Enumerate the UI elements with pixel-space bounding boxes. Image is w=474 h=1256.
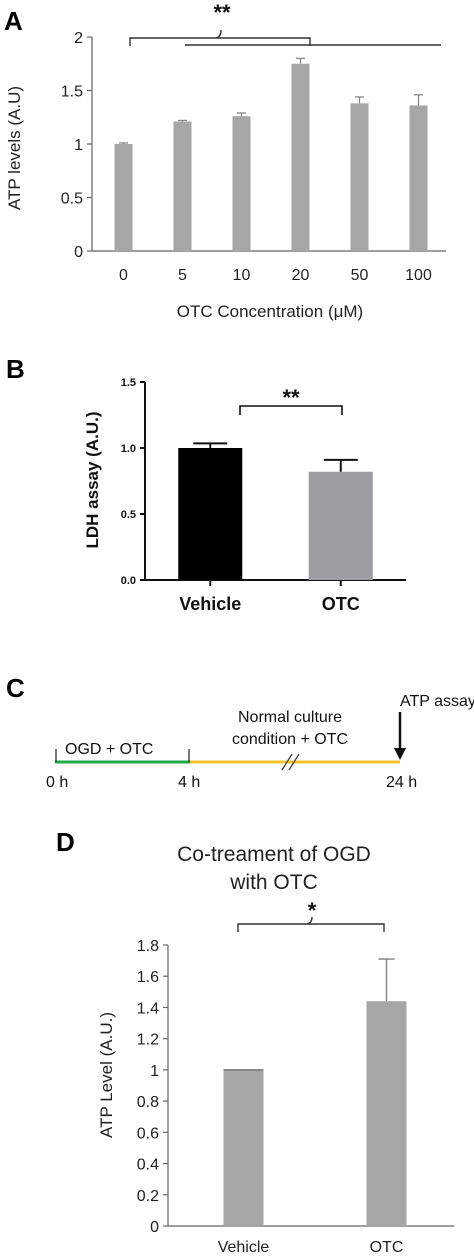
panel-a-letter: A: [4, 6, 23, 36]
panel-a-bracket-tip: [215, 29, 222, 39]
a-bar: [232, 116, 251, 252]
time-4h: 4 h: [178, 774, 200, 791]
d-x-tick-label: Vehicle: [218, 1239, 270, 1256]
b-bar: [178, 448, 243, 580]
time-0h: 0 h: [46, 774, 68, 791]
d-y-tick-label: 1.4: [137, 1000, 159, 1017]
d-y-tick-label: 1.8: [137, 938, 159, 955]
panel-d-bracket: [237, 923, 385, 932]
panel-b-letter: B: [6, 354, 25, 384]
time-break-icon: [281, 753, 300, 771]
d-bar: [366, 1001, 407, 1226]
panel-b-x-ticks: Vehicle OTC: [179, 580, 360, 614]
d-y-tick-label: 0.2: [137, 1188, 159, 1205]
a-bar: [350, 103, 369, 251]
d-y-tick-label: 0.8: [137, 1094, 159, 1111]
panel-a-significance: **: [213, 0, 231, 25]
b-x-tick-label: OTC: [322, 594, 360, 614]
a-x-tick-label: 20: [292, 267, 310, 284]
panel-d-error-bars: [223, 958, 395, 1071]
b-bar: [308, 471, 373, 580]
panel-a-x-ticks: 0 5 10 20 50 100: [119, 267, 432, 284]
panel-a-error-bars: [119, 57, 423, 144]
b-y-tick-label: 1.5: [121, 377, 136, 389]
panel-a-y-axis: 0 0.5 1 1.5 2: [61, 30, 446, 261]
a-y-tick-label: 1.5: [61, 84, 83, 101]
b-x-tick-label: Vehicle: [179, 594, 241, 614]
d-y-tick-label: 1.6: [137, 969, 159, 986]
a-bar: [291, 63, 310, 251]
d-y-tick-label: 1: [150, 1063, 159, 1080]
a-x-tick-label: 100: [405, 267, 432, 284]
panel-d-letter: D: [56, 827, 75, 857]
time-24h: 24 h: [386, 774, 417, 791]
panel-b-bracket: [239, 405, 343, 415]
a-x-tick-label: 5: [178, 267, 187, 284]
a-y-tick-label: 0: [74, 244, 83, 261]
panel-a-xlabel: OTC Concentration (μM): [177, 302, 363, 321]
panel-b-error-bars: [193, 442, 358, 472]
panel-d: D Co-treament of OGD with OTC ATP Level …: [56, 827, 454, 1256]
panel-b-bars: [178, 448, 373, 580]
d-y-tick-label: 1.2: [137, 1032, 159, 1049]
b-y-tick-label: 0.5: [121, 509, 136, 521]
d-y-tick-label: 0.6: [137, 1125, 159, 1142]
down-arrow-icon: [394, 748, 406, 760]
panel-d-ylabel: ATP Level (A.U.): [97, 1012, 116, 1138]
panel-d-x-ticks: Vehicle OTC: [218, 1239, 404, 1256]
panel-d-bracket-tip: [306, 916, 313, 925]
b-y-tick-label: 0.0: [121, 575, 136, 587]
panel-d-title-line1: Co-treament of OGD: [177, 843, 371, 866]
a-x-tick-label: 10: [233, 267, 251, 284]
d-y-tick-label: 0: [150, 1219, 159, 1236]
panel-d-y-axis: 0 0.2 0.4 0.6 0.8 1 1.2 1.4 1.6 1.8: [137, 938, 454, 1236]
a-x-tick-label: 0: [119, 267, 128, 284]
a-bar: [409, 105, 428, 251]
panel-d-title-line2: with OTC: [229, 871, 318, 894]
segment2-label-line1: Normal culture: [238, 709, 342, 726]
a-y-tick-label: 0.5: [61, 191, 83, 208]
d-bar: [223, 1069, 264, 1226]
panel-a-bracket: [129, 37, 311, 46]
d-x-tick-label: OTC: [370, 1239, 404, 1256]
a-bar: [114, 144, 133, 251]
d-y-tick-label: 0.4: [137, 1157, 159, 1174]
a-bar: [173, 121, 192, 251]
assay-label: ATP assay: [400, 693, 474, 710]
panel-a-ylabel: ATP levels (A.U): [5, 86, 24, 210]
a-x-tick-label: 50: [351, 267, 369, 284]
panel-d-significance: *: [308, 898, 317, 923]
segment1-label: OGD + OTC: [65, 741, 153, 758]
panel-a: A ATP levels (A.U) 0 0.5 1 1.5 2 0 5 10 20 50 100…: [4, 0, 446, 321]
panel-b-ylabel: LDH assay (A.U.): [83, 412, 102, 549]
panel-a-bars: [114, 63, 428, 252]
segment2-label-line2: condition + OTC: [232, 731, 348, 748]
panel-d-bars: [223, 1001, 407, 1226]
b-y-tick-label: 1.0: [121, 443, 136, 455]
panel-c-letter: C: [6, 673, 25, 703]
panel-b-significance: **: [282, 385, 300, 410]
panel-c-timeline: C OGD + OTC Normal culture condition + O…: [6, 673, 474, 791]
a-y-tick-label: 2: [74, 30, 83, 47]
panel-b: B LDH assay (A.U.) 0.0 0.5 1.0 1.5 Vehicle O…: [6, 354, 406, 614]
a-y-tick-label: 1: [74, 137, 83, 154]
